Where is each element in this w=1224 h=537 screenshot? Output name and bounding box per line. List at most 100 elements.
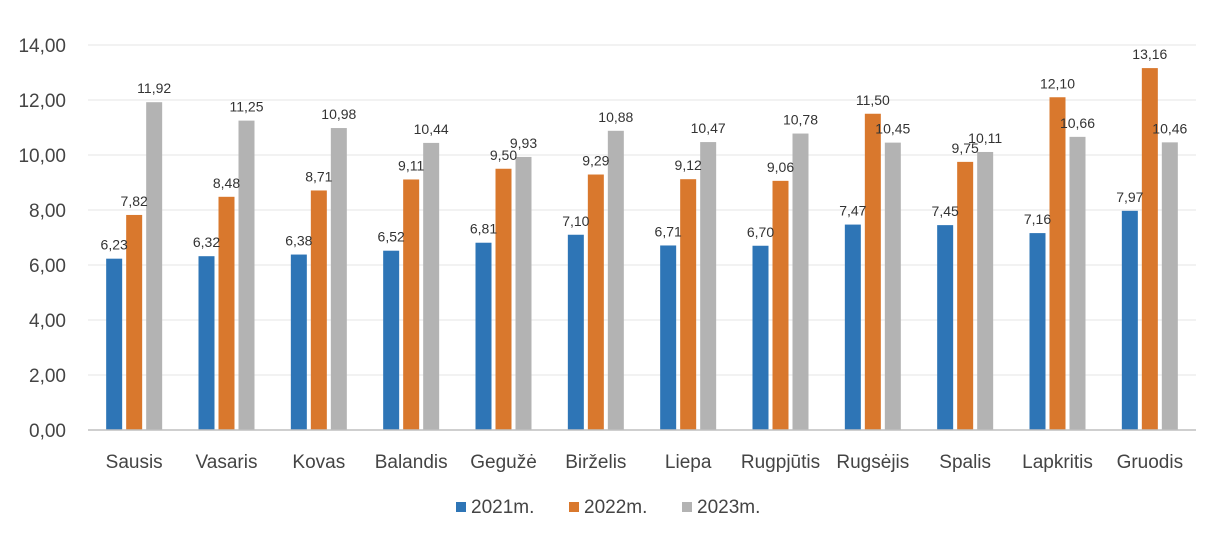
y-tick-label: 12,00 (18, 91, 66, 112)
bar (403, 179, 420, 430)
bar (515, 156, 532, 431)
x-tick-label: Liepa (665, 452, 712, 473)
bar (660, 245, 677, 430)
x-tick-label: Gegužė (470, 452, 537, 473)
data-label: 9,93 (510, 135, 537, 151)
data-label: 6,23 (101, 237, 128, 253)
data-label: 7,47 (839, 203, 866, 219)
bar (772, 180, 789, 430)
data-label: 8,48 (213, 175, 240, 191)
bar (126, 214, 143, 430)
bar (238, 120, 255, 430)
y-tick-label: 14,00 (18, 36, 66, 57)
bars (106, 68, 1178, 431)
data-label: 12,10 (1040, 75, 1075, 91)
bar (700, 142, 717, 430)
bar (937, 225, 954, 430)
data-label: 8,71 (305, 168, 332, 184)
y-tick-label: 8,00 (29, 201, 66, 222)
data-label: 7,82 (121, 193, 148, 209)
bar (864, 113, 881, 430)
data-label: 10,47 (691, 120, 726, 136)
legend-label: 2021m. (471, 497, 534, 518)
bar (844, 224, 861, 430)
gridlines (88, 44, 1196, 376)
bar (567, 234, 584, 430)
bar (1141, 68, 1158, 430)
data-label: 11,50 (856, 92, 890, 108)
data-label: 10,78 (783, 112, 818, 128)
x-tick-label: Balandis (375, 452, 448, 473)
bar (1029, 233, 1046, 430)
data-labels: 6,23 7,82 11,92 6,32 8,48 11,25 6,38 8,71 10,98 6… (101, 46, 1188, 253)
bar (1069, 136, 1086, 430)
bar (1161, 142, 1178, 430)
bar (607, 130, 624, 431)
x-tick-label: Gruodis (1117, 452, 1184, 473)
x-tick-label: Birželis (565, 452, 626, 473)
data-label: 7,45 (932, 203, 959, 219)
data-label: 10,98 (321, 106, 356, 122)
data-label: 7,97 (1116, 189, 1143, 205)
bar (146, 102, 163, 430)
y-tick-label: 6,00 (29, 256, 66, 277)
bar (198, 256, 215, 430)
data-label: 9,11 (398, 157, 424, 173)
data-label: 10,88 (598, 109, 633, 125)
data-label: 6,71 (655, 223, 682, 239)
data-label: 10,44 (414, 121, 449, 137)
bar (680, 179, 697, 430)
y-tick-label: 2,00 (29, 366, 66, 387)
data-label: 11,25 (230, 99, 264, 115)
legend-label: 2022m. (584, 497, 647, 518)
bar (752, 245, 769, 430)
bar (423, 142, 440, 430)
bar (218, 196, 235, 430)
data-label: 10,45 (875, 121, 910, 137)
data-label: 9,50 (490, 147, 517, 163)
data-label: 6,52 (378, 229, 405, 245)
legend: 2021m. 2022m. 2023m. (456, 497, 760, 518)
x-tick-label: Vasaris (196, 452, 258, 473)
data-label: 11,92 (137, 80, 171, 96)
data-label: 6,38 (285, 233, 312, 249)
bar (1049, 97, 1066, 430)
data-label: 9,06 (767, 159, 794, 175)
bar (330, 128, 347, 431)
bar (957, 161, 974, 430)
bar (977, 151, 994, 430)
x-tick-label: Kovas (292, 452, 345, 473)
x-tick-label: Lapkritis (1022, 452, 1093, 473)
data-label: 10,46 (1152, 120, 1187, 136)
bar (495, 168, 512, 430)
data-label: 6,81 (470, 221, 497, 237)
bar (587, 174, 604, 430)
legend-swatch (456, 502, 466, 512)
y-axis-ticks: 0,00 2,00 4,00 6,00 8,00 10,00 12,00 14,00 (18, 36, 66, 442)
bar (383, 250, 400, 430)
y-tick-label: 0,00 (29, 421, 66, 442)
legend-swatch (682, 502, 692, 512)
legend-label: 2023m. (697, 497, 760, 518)
bar (884, 142, 901, 430)
data-label: 7,10 (562, 213, 589, 229)
bar (792, 133, 809, 431)
x-tick-label: Rugpjūtis (741, 452, 820, 473)
x-axis-ticks: Sausis Vasaris Kovas Balandis Gegužė Birželis… (106, 452, 1183, 473)
y-tick-label: 4,00 (29, 311, 66, 332)
data-label: 10,66 (1060, 115, 1095, 131)
data-label: 13,16 (1132, 46, 1167, 62)
bar (290, 254, 307, 430)
data-label: 6,32 (193, 234, 220, 250)
data-label: 9,12 (675, 157, 702, 173)
x-tick-label: Rugsėjis (836, 452, 909, 473)
bar (475, 242, 492, 430)
y-tick-label: 10,00 (18, 146, 66, 167)
data-label: 6,70 (747, 224, 774, 240)
bar (310, 190, 327, 430)
x-tick-label: Sausis (106, 452, 163, 473)
data-label: 9,29 (582, 153, 609, 169)
data-label: 7,16 (1024, 211, 1051, 227)
x-tick-label: Spalis (939, 452, 991, 473)
